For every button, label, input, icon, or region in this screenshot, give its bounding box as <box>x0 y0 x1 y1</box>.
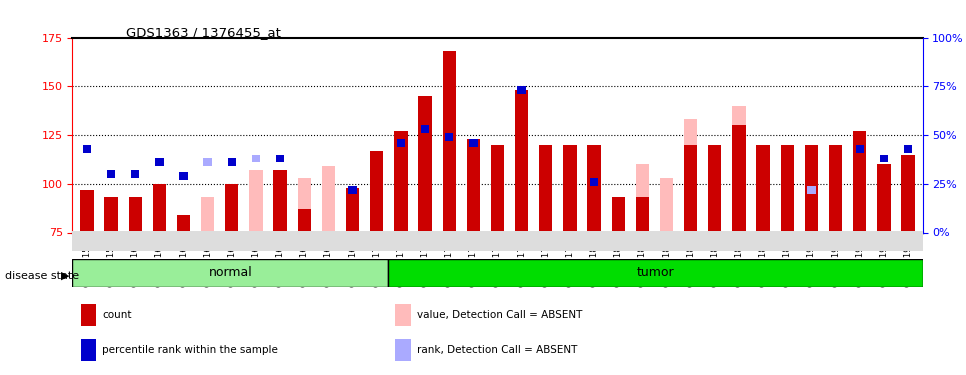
Bar <box>395 339 411 361</box>
Bar <box>249 170 263 232</box>
Bar <box>853 131 867 232</box>
Text: count: count <box>102 310 131 320</box>
Bar <box>636 197 649 232</box>
Text: disease state: disease state <box>5 271 79 280</box>
Bar <box>808 186 815 194</box>
Bar <box>349 186 356 194</box>
Bar <box>252 154 260 162</box>
Bar <box>346 188 359 232</box>
Bar <box>298 209 311 232</box>
Bar <box>421 125 429 133</box>
Bar <box>322 166 335 232</box>
Bar <box>131 170 139 178</box>
Bar <box>72 259 388 287</box>
Bar <box>880 154 888 162</box>
Text: normal: normal <box>209 266 252 279</box>
Text: value, Detection Call = ABSENT: value, Detection Call = ABSENT <box>416 310 582 320</box>
Bar <box>829 180 842 232</box>
Text: tumor: tumor <box>637 266 674 279</box>
Text: rank, Detection Call = ABSENT: rank, Detection Call = ABSENT <box>416 345 577 355</box>
Bar <box>467 139 480 232</box>
Bar <box>153 184 166 232</box>
Bar <box>587 145 601 232</box>
Bar <box>708 145 722 232</box>
Bar <box>636 164 649 232</box>
Bar <box>563 145 577 232</box>
Text: ▶: ▶ <box>61 271 70 280</box>
Bar <box>104 197 118 232</box>
Bar <box>83 145 91 153</box>
Bar <box>156 158 163 166</box>
Bar <box>515 90 528 232</box>
Bar <box>180 172 187 180</box>
Text: percentile rank within the sample: percentile rank within the sample <box>102 345 278 355</box>
Bar <box>805 145 818 232</box>
Bar <box>904 145 912 153</box>
Bar <box>201 197 214 232</box>
Bar <box>273 170 287 232</box>
Bar <box>228 158 236 166</box>
Bar <box>684 145 697 232</box>
Bar <box>445 133 453 141</box>
Bar <box>590 178 598 186</box>
Bar <box>518 86 526 94</box>
Bar <box>829 145 842 232</box>
Bar <box>660 178 673 232</box>
Bar <box>346 190 359 232</box>
Bar <box>856 145 864 153</box>
Bar <box>107 170 115 178</box>
Bar <box>370 151 384 232</box>
Bar <box>276 154 284 162</box>
Bar <box>539 145 553 232</box>
Bar <box>901 154 915 232</box>
Bar <box>397 139 405 147</box>
Bar <box>611 197 625 232</box>
Bar <box>442 51 456 232</box>
Bar <box>469 139 477 147</box>
Bar <box>732 125 746 232</box>
Bar <box>298 178 311 232</box>
Bar <box>81 304 97 326</box>
Bar <box>781 145 794 232</box>
Bar <box>732 106 746 232</box>
Bar <box>177 215 190 232</box>
Bar <box>395 304 411 326</box>
Bar <box>877 164 891 232</box>
Bar <box>225 184 239 232</box>
Bar <box>388 259 923 287</box>
Bar <box>684 119 697 232</box>
Text: GDS1363 / 1376455_at: GDS1363 / 1376455_at <box>126 26 280 39</box>
Bar <box>204 158 212 166</box>
Bar <box>491 145 504 232</box>
Bar <box>445 133 453 141</box>
Bar <box>394 131 408 232</box>
Bar <box>442 139 456 232</box>
Bar <box>80 190 94 232</box>
Bar <box>587 164 601 232</box>
Bar <box>128 197 142 232</box>
Bar <box>81 339 97 361</box>
Bar <box>418 96 432 232</box>
Bar <box>756 145 770 232</box>
Bar <box>370 151 384 232</box>
